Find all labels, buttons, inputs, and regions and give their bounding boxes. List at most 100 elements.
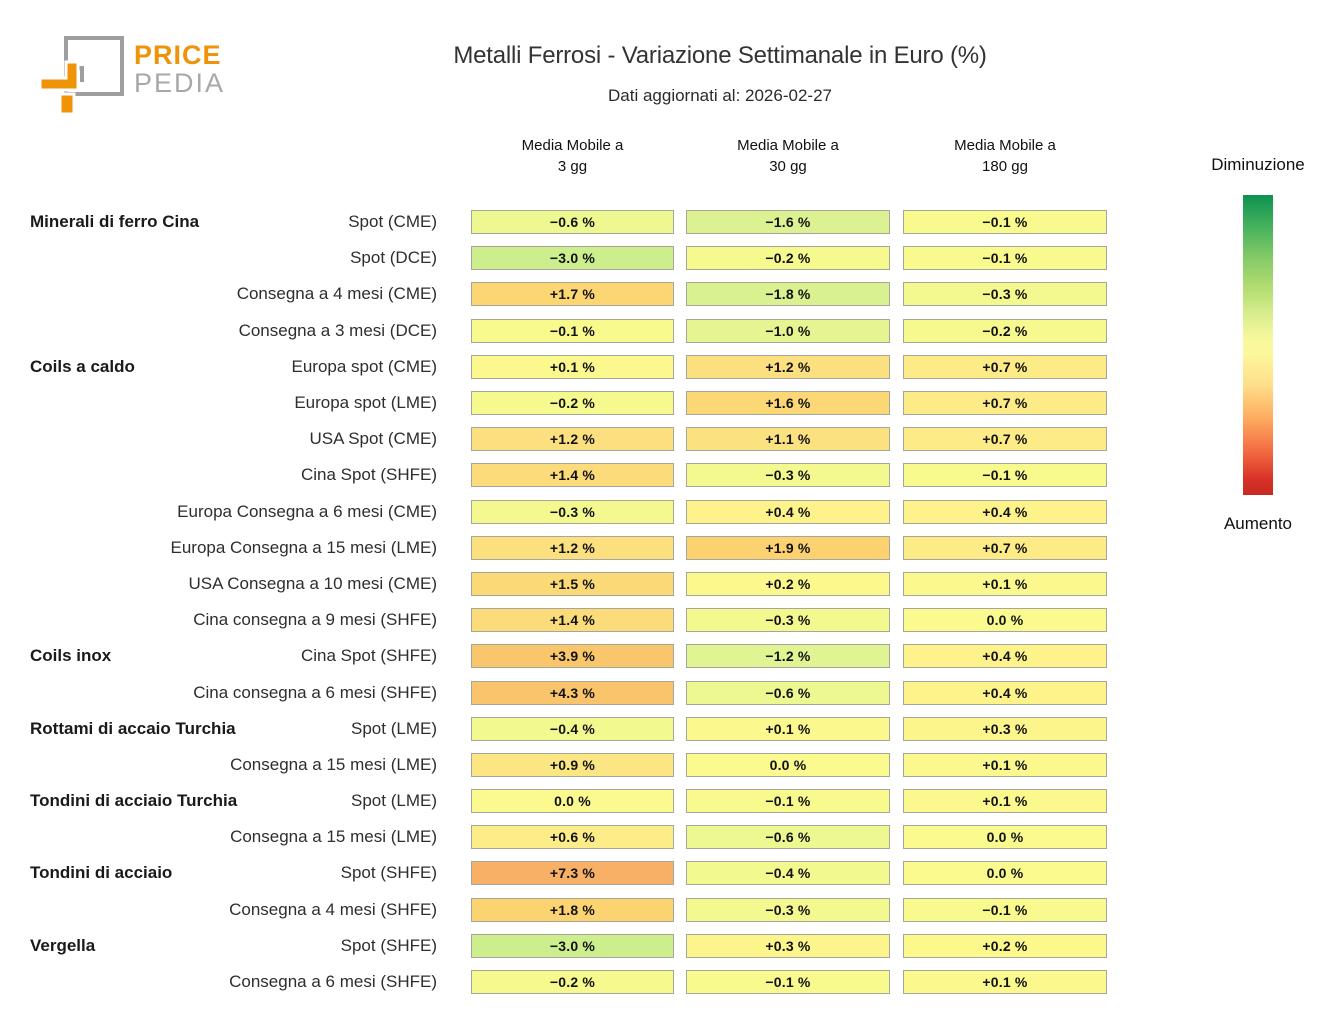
heatmap-row: Tondini di acciaio Turchia Spot (LME) 0.0 … xyxy=(0,783,1320,819)
column-header-line2: 180 gg xyxy=(982,158,1028,175)
row-label-zone: Consegna a 15 mesi (LME) xyxy=(0,819,437,855)
heat-cell: +0.2 % xyxy=(903,933,1107,958)
column-header-3gg: Media Mobile a 3 gg xyxy=(471,135,674,177)
row-label-zone: Coils inox Cina Spot (SHFE) xyxy=(0,638,437,674)
heatmap-row: Consegna a 4 mesi (SHFE) +1.8 % −0.3 % −0.1… xyxy=(0,892,1320,928)
heat-cell: +0.7 % xyxy=(903,354,1107,379)
row-label-zone: Europa Consegna a 15 mesi (LME) xyxy=(0,530,437,566)
column-header-line1: Media Mobile a xyxy=(954,137,1056,154)
heatmap-row: Spot (DCE) −3.0 % −0.2 % −0.1 % xyxy=(0,240,1320,276)
row-label-zone: USA Spot (CME) xyxy=(0,421,437,457)
heat-cell: +7.3 % xyxy=(471,861,674,886)
heat-cell: −0.4 % xyxy=(686,861,890,886)
row-label: Cina consegna a 6 mesi (SHFE) xyxy=(193,682,437,702)
row-label: Spot (DCE) xyxy=(350,248,437,268)
heat-cell: +0.1 % xyxy=(903,789,1107,814)
row-label: Consegna a 4 mesi (CME) xyxy=(236,284,437,304)
heat-cell: −0.6 % xyxy=(471,210,674,235)
heat-cell: −0.6 % xyxy=(686,825,890,850)
row-label: Spot (CME) xyxy=(348,212,437,232)
group-label: Coils a caldo xyxy=(30,356,135,376)
heat-cell: +1.8 % xyxy=(471,897,674,922)
heat-cell: +1.1 % xyxy=(686,427,890,452)
row-label: Spot (SHFE) xyxy=(340,863,437,883)
heat-cell: +1.2 % xyxy=(686,354,890,379)
heat-cell: −1.8 % xyxy=(686,282,890,307)
heat-cell: −0.2 % xyxy=(471,391,674,416)
heatmap-row: Consegna a 15 mesi (LME) +0.6 % −0.6 % 0.0 … xyxy=(0,819,1320,855)
heat-cell: +1.6 % xyxy=(686,391,890,416)
heatmap-row: Cina consegna a 9 mesi (SHFE) +1.4 % −0.3 … xyxy=(0,602,1320,638)
heat-cell: −1.0 % xyxy=(686,318,890,343)
heat-cell: −0.1 % xyxy=(903,463,1107,488)
heat-cell: +0.4 % xyxy=(686,499,890,524)
heatmap-row: Consegna a 4 mesi (CME) +1.7 % −1.8 % −0.3 … xyxy=(0,276,1320,312)
row-label-zone: Consegna a 4 mesi (CME) xyxy=(0,276,437,312)
row-label-zone: Rottami di accaio Turchia Spot (LME) xyxy=(0,711,437,747)
heat-cell: +0.2 % xyxy=(686,571,890,596)
row-label: USA Spot (CME) xyxy=(309,429,437,449)
row-label-zone: Vergella Spot (SHFE) xyxy=(0,928,437,964)
group-label: Tondini di acciaio xyxy=(30,863,173,883)
heat-cell: +0.6 % xyxy=(471,825,674,850)
heat-cell: +1.4 % xyxy=(471,463,674,488)
row-label-zone: USA Consegna a 10 mesi (CME) xyxy=(0,566,438,602)
column-header-line2: 30 gg xyxy=(769,158,807,175)
heat-cell: −0.2 % xyxy=(471,970,674,995)
heatmap-row: Cina Spot (SHFE) +1.4 % −0.3 % −0.1 % xyxy=(0,457,1320,493)
heat-cell: +4.3 % xyxy=(471,680,674,705)
logo-mark xyxy=(38,36,124,116)
row-label-zone: Cina consegna a 6 mesi (SHFE) xyxy=(0,674,437,710)
row-label: Europa spot (CME) xyxy=(291,356,438,376)
heat-cell: −0.3 % xyxy=(903,282,1107,307)
row-label: Spot (SHFE) xyxy=(340,935,437,955)
heat-cell: 0.0 % xyxy=(471,789,674,814)
group-label: Vergella xyxy=(30,935,96,955)
heat-cell: −0.6 % xyxy=(686,680,890,705)
heat-cell: 0.0 % xyxy=(903,825,1107,850)
heatmap-row: Rottami di accaio Turchia Spot (LME) −0.4 … xyxy=(0,711,1320,747)
row-label-zone: Consegna a 15 mesi (LME) xyxy=(0,747,437,783)
heat-cell: +3.9 % xyxy=(471,644,674,669)
heat-cell: +0.9 % xyxy=(471,752,674,777)
legend-colorbar xyxy=(1243,195,1273,495)
heat-cell: +0.7 % xyxy=(903,535,1107,560)
heat-cell: −0.1 % xyxy=(903,210,1107,235)
row-label: Consegna a 6 mesi (SHFE) xyxy=(229,972,437,992)
row-label: Consegna a 3 mesi (DCE) xyxy=(238,320,437,340)
row-label-zone: Europa spot (LME) xyxy=(0,385,437,421)
heat-cell: +0.1 % xyxy=(686,716,890,741)
heatmap-row: Coils inox Cina Spot (SHFE) +3.9 % −1.2 % +0… xyxy=(0,638,1320,674)
row-label-zone: Consegna a 6 mesi (SHFE) xyxy=(0,964,437,1000)
row-label: Cina Spot (SHFE) xyxy=(300,646,437,666)
row-label: Consegna a 15 mesi (LME) xyxy=(230,827,437,847)
heatmap-row: Consegna a 6 mesi (SHFE) −0.2 % −0.1 % +0.1… xyxy=(0,964,1320,1000)
row-label-zone: Tondini di acciaio Spot (SHFE) xyxy=(0,855,437,891)
pricepedia-logo[interactable]: PRICE PEDIA xyxy=(38,32,238,116)
heat-cell: −0.3 % xyxy=(686,463,890,488)
heat-cell: −0.1 % xyxy=(686,970,890,995)
heat-cell: +0.7 % xyxy=(903,391,1107,416)
heatmap-row: Vergella Spot (SHFE) −3.0 % +0.3 % +0.2 % xyxy=(0,928,1320,964)
heat-cell: −0.3 % xyxy=(471,499,674,524)
column-header-line2: 3 gg xyxy=(557,158,588,175)
heat-cell: +0.7 % xyxy=(903,427,1107,452)
logo-text-pedia: PEDIA xyxy=(134,68,225,98)
row-label-zone: Europa Consegna a 6 mesi (CME) xyxy=(0,494,437,530)
heat-cell: +1.4 % xyxy=(471,608,674,633)
heatmap-row: USA Consegna a 10 mesi (CME) +1.5 % +0.2 %… xyxy=(0,566,1320,602)
legend-label-aumento: Aumento xyxy=(1223,514,1293,533)
heatmap-row: Cina consegna a 6 mesi (SHFE) +4.3 % −0.6 … xyxy=(0,674,1320,710)
column-header-line1: Media Mobile a xyxy=(521,137,624,154)
page-subtitle: Dati aggiornati al: 2026-02-27 xyxy=(608,86,832,105)
row-label: Cina consegna a 9 mesi (SHFE) xyxy=(193,610,437,630)
heat-cell: 0.0 % xyxy=(903,608,1107,633)
heat-cell: +0.4 % xyxy=(903,499,1107,524)
heat-cell: −3.0 % xyxy=(471,246,674,271)
heat-cell: −0.2 % xyxy=(903,318,1107,343)
logo-text-price: PRICE xyxy=(134,40,222,70)
heat-cell: 0.0 % xyxy=(686,752,890,777)
group-label: Rottami di accaio Turchia xyxy=(30,718,236,738)
heat-cell: +0.3 % xyxy=(686,933,890,958)
